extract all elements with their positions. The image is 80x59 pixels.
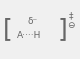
Text: ‡: ‡ — [69, 12, 73, 20]
Text: [: [ — [3, 18, 13, 41]
Text: ]: ] — [57, 18, 67, 41]
Text: δ⁻: δ⁻ — [27, 17, 37, 25]
Text: A····H: A····H — [17, 31, 41, 39]
Text: ⊖: ⊖ — [67, 21, 75, 31]
